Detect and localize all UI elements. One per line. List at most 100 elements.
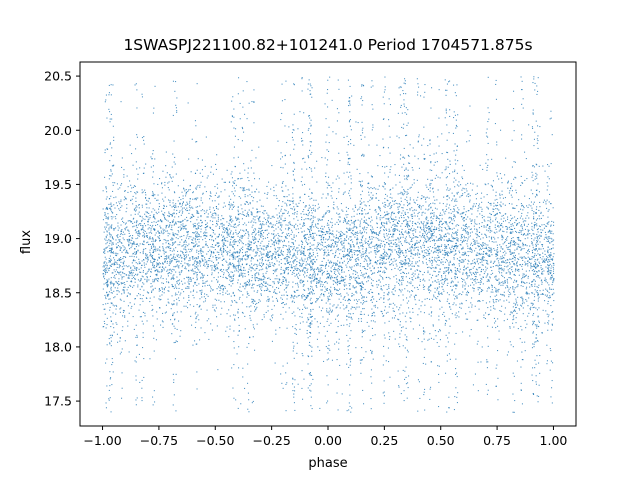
data-point	[270, 223, 272, 225]
data-point	[140, 278, 142, 280]
data-point	[355, 233, 357, 235]
data-point	[478, 246, 480, 248]
data-point	[316, 226, 318, 228]
data-point	[270, 188, 272, 190]
data-point	[439, 300, 441, 302]
data-point	[228, 233, 230, 235]
data-point	[223, 227, 225, 229]
data-point	[462, 212, 464, 214]
data-point	[236, 233, 238, 235]
data-point	[326, 320, 328, 322]
data-point	[108, 398, 110, 400]
data-point	[304, 234, 306, 236]
data-point	[211, 244, 213, 246]
data-point	[362, 266, 364, 268]
data-point	[143, 241, 145, 243]
data-point	[547, 210, 549, 212]
data-point	[524, 257, 526, 259]
data-point	[120, 101, 122, 103]
data-point	[348, 192, 350, 194]
data-point	[299, 196, 301, 198]
data-point	[350, 276, 352, 278]
data-point	[245, 232, 247, 234]
data-point	[235, 231, 237, 233]
data-point	[106, 234, 108, 236]
data-point	[547, 251, 549, 253]
data-point	[416, 236, 418, 238]
data-point	[478, 206, 480, 208]
data-point	[109, 264, 111, 266]
data-point	[451, 289, 453, 291]
data-point	[106, 265, 108, 267]
data-point	[345, 275, 347, 277]
data-point	[189, 184, 191, 186]
data-point	[237, 317, 239, 319]
data-point	[106, 230, 108, 232]
data-point	[242, 272, 244, 274]
data-point	[112, 283, 114, 285]
data-point	[194, 271, 196, 273]
data-point	[528, 229, 530, 231]
data-point	[406, 349, 408, 351]
data-point	[505, 252, 507, 254]
data-point	[460, 237, 462, 239]
data-point	[155, 339, 157, 341]
data-point	[446, 199, 448, 201]
data-point	[303, 248, 305, 250]
data-point	[388, 284, 390, 286]
data-point	[133, 241, 135, 243]
data-point	[353, 246, 355, 248]
data-point	[422, 284, 424, 286]
data-point	[269, 318, 271, 320]
data-point	[447, 187, 449, 189]
data-point	[345, 264, 347, 266]
data-point	[251, 185, 253, 187]
data-point	[238, 178, 240, 180]
data-point	[142, 235, 144, 237]
data-point	[375, 197, 377, 199]
data-point	[297, 307, 299, 309]
data-point	[241, 270, 243, 272]
data-point	[239, 296, 241, 298]
data-point	[540, 265, 542, 267]
data-point	[110, 265, 112, 267]
data-point	[308, 115, 310, 117]
data-point	[409, 291, 411, 293]
data-point	[485, 253, 487, 255]
data-point	[429, 190, 431, 192]
data-point	[111, 358, 113, 360]
data-point	[263, 314, 265, 316]
data-point	[476, 242, 478, 244]
data-point	[323, 226, 325, 228]
data-point	[474, 250, 476, 252]
data-point	[276, 278, 278, 280]
data-point	[234, 318, 236, 320]
data-point	[291, 246, 293, 248]
data-point	[430, 259, 432, 261]
data-point	[371, 308, 373, 310]
data-point	[408, 175, 410, 177]
data-point	[131, 187, 133, 189]
data-point	[293, 178, 295, 180]
data-point	[347, 262, 349, 264]
data-point	[178, 265, 180, 267]
data-point	[153, 221, 155, 223]
data-point	[328, 348, 330, 350]
data-point	[163, 267, 165, 269]
data-point	[522, 299, 524, 301]
data-point	[547, 249, 549, 251]
data-point	[422, 255, 424, 257]
data-point	[389, 152, 391, 154]
data-point	[222, 236, 224, 238]
data-point	[185, 251, 187, 253]
data-point	[105, 235, 107, 237]
data-point	[384, 237, 386, 239]
data-point	[111, 364, 113, 366]
data-point	[283, 258, 285, 260]
data-point	[360, 181, 362, 183]
data-point	[198, 227, 200, 229]
data-point	[370, 349, 372, 351]
data-point	[167, 273, 169, 275]
data-point	[106, 279, 108, 281]
data-point	[165, 226, 167, 228]
